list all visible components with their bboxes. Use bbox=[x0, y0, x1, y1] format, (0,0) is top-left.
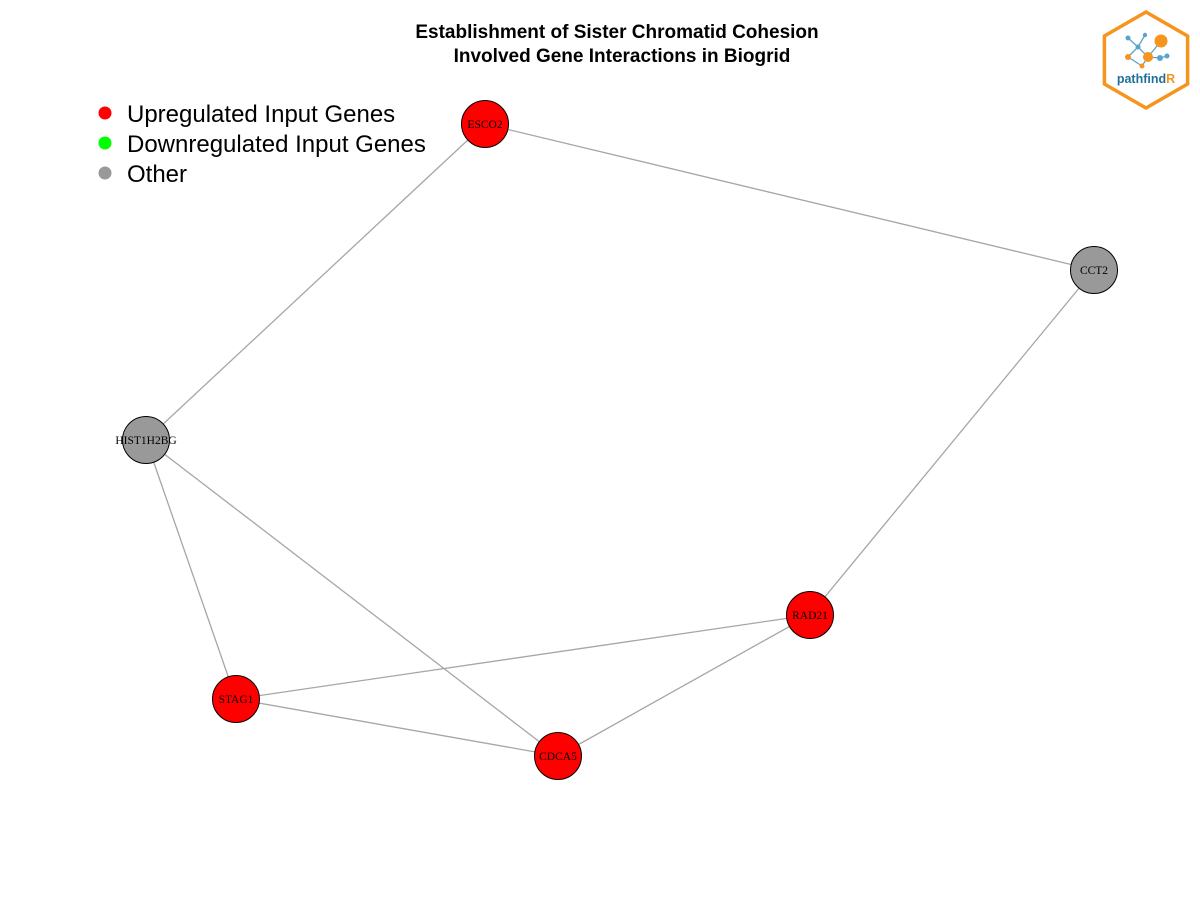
edges-layer bbox=[145, 123, 1095, 757]
logo-text-accent: R bbox=[1166, 72, 1175, 86]
node-label: STAG1 bbox=[219, 694, 254, 706]
edge-hist1h2bg-cdca5 bbox=[145, 439, 559, 757]
diagram-title: Establishment of Sister Chromatid Cohesi… bbox=[415, 22, 818, 67]
node-stag1[interactable]: STAG1 bbox=[212, 675, 260, 723]
node-circle[interactable] bbox=[1070, 246, 1118, 294]
legend-label-upregulated: Upregulated Input Genes bbox=[127, 101, 395, 128]
node-label: CDCA5 bbox=[539, 751, 577, 763]
network-icon-nodes bbox=[1125, 32, 1170, 69]
node-label: RAD21 bbox=[792, 610, 828, 622]
legend-label-other: Other bbox=[127, 161, 187, 188]
edge-cct2-rad21 bbox=[809, 269, 1095, 616]
node-label: ESCO2 bbox=[467, 119, 502, 131]
node-circle[interactable] bbox=[212, 675, 260, 723]
legend-label-downregulated: Downregulated Input Genes bbox=[127, 131, 426, 158]
legend-item-other: Other bbox=[98, 161, 187, 188]
legend-swatch-other bbox=[98, 166, 112, 180]
node-circle[interactable] bbox=[534, 732, 582, 780]
node-rad21[interactable]: RAD21 bbox=[786, 591, 834, 639]
node-circle[interactable] bbox=[461, 100, 509, 148]
edge-stag1-cdca5 bbox=[235, 698, 559, 757]
node-cdca5[interactable]: CDCA5 bbox=[534, 732, 582, 780]
pathfindr-logo: pathfindR bbox=[1102, 9, 1190, 111]
legend: Upregulated Input Genes Downregulated In… bbox=[98, 101, 426, 188]
nodes-layer: ESCO2 CCT2 HIST1H2BG RAD21 STAG1 CDCA5 bbox=[115, 100, 1118, 780]
edge-stag1-rad21 bbox=[235, 614, 811, 700]
edge-cdca5-rad21 bbox=[557, 614, 811, 757]
edge-esco2-cct2 bbox=[484, 123, 1095, 271]
legend-item-upregulated: Upregulated Input Genes bbox=[98, 101, 395, 128]
legend-swatch-downregulated bbox=[98, 136, 112, 150]
logo-text-main: pathfind bbox=[1117, 72, 1166, 86]
node-cct2[interactable]: CCT2 bbox=[1070, 246, 1118, 294]
legend-swatch-upregulated bbox=[98, 106, 112, 120]
edge-hist1h2bg-stag1 bbox=[145, 439, 237, 700]
logo-text: pathfindR bbox=[1117, 72, 1175, 86]
node-circle[interactable] bbox=[786, 591, 834, 639]
legend-item-downregulated: Downregulated Input Genes bbox=[98, 131, 426, 158]
node-label: CCT2 bbox=[1080, 265, 1108, 277]
node-hist1h2bg[interactable]: HIST1H2BG bbox=[115, 416, 177, 464]
node-esco2[interactable]: ESCO2 bbox=[461, 100, 509, 148]
node-circle[interactable] bbox=[122, 416, 170, 464]
title-line-2: Involved Gene Interactions in Biogrid bbox=[454, 46, 791, 67]
node-label: HIST1H2BG bbox=[115, 435, 176, 447]
title-line-1: Establishment of Sister Chromatid Cohesi… bbox=[415, 22, 818, 43]
edge-esco2-hist1h2bg bbox=[145, 123, 486, 441]
